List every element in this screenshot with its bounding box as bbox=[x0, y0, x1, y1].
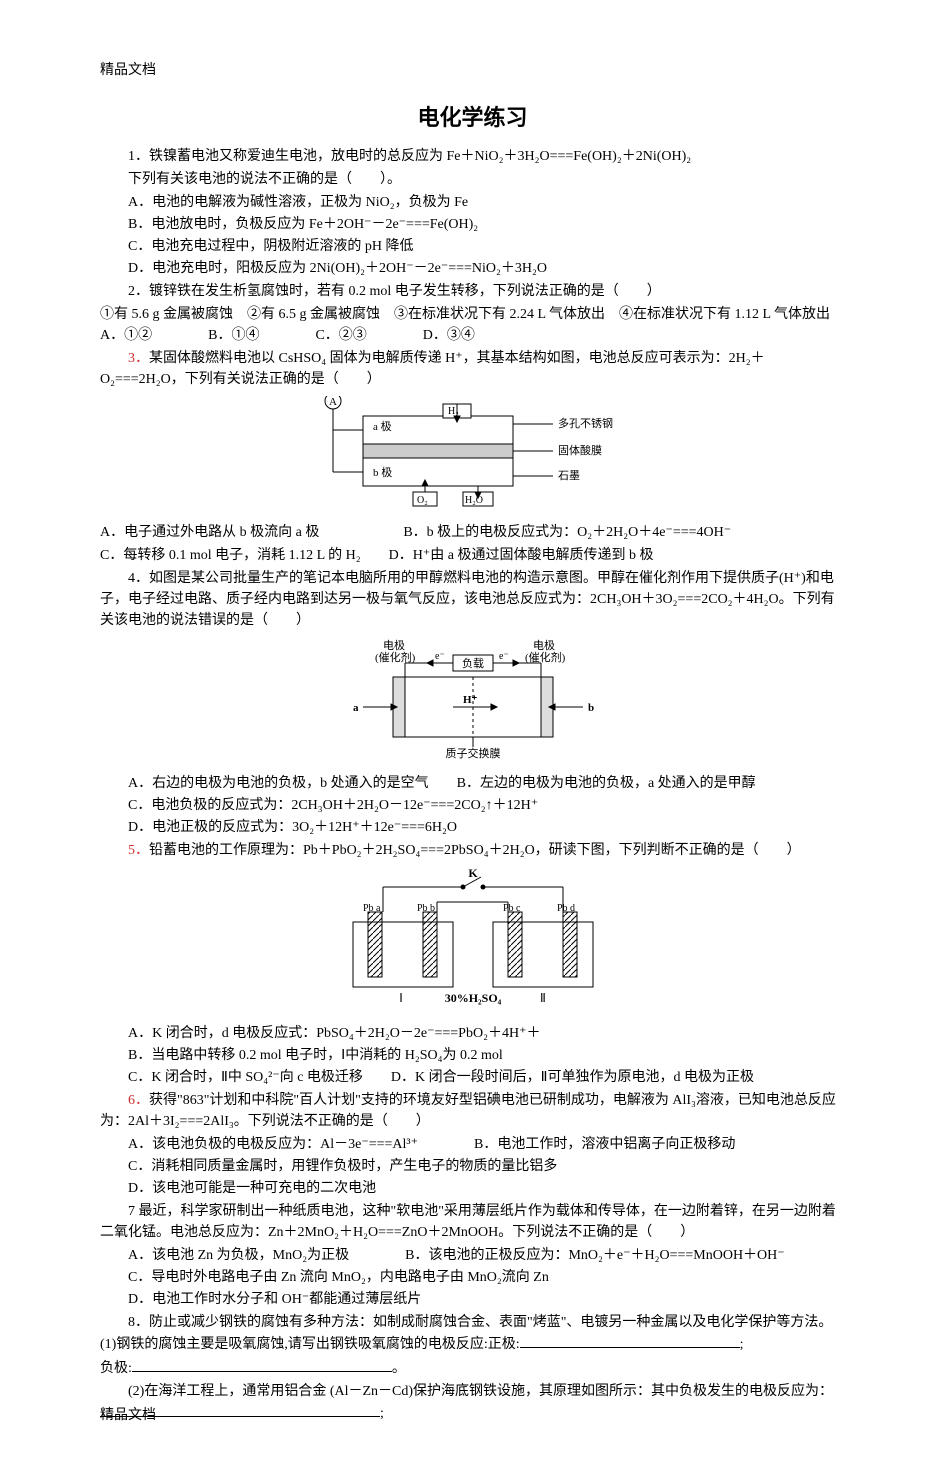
q7-stem: 7 最近，科学家研制出一种纸质电池，这种"软电池"采用薄层纸片作为载体和传导体，… bbox=[100, 1201, 845, 1243]
q3-label-o2: O₂ bbox=[417, 495, 428, 506]
q4-label-e-right: e⁻ bbox=[499, 651, 509, 662]
q3-option-b: B．b 极上的电极反应式为：O₂＋2H₂O＋4e⁻===4OH⁻ bbox=[403, 525, 731, 540]
q1-stem-line1: 1．铁镍蓄电池又称爱迪生电池，放电时的总反应为 Fe＋NiO₂＋3H₂O===F… bbox=[100, 146, 845, 167]
page-footer: 精品文档 bbox=[100, 1405, 156, 1426]
q4-option-ab: A．右边的电极为电池的负极，b 处通入的是空气 B．左边的电极为电池的负极，a … bbox=[100, 773, 845, 794]
q3-option-a: A．电子通过外电路从 b 极流向 a 极 bbox=[100, 525, 319, 540]
q3-label-a-electrode: a 极 bbox=[373, 419, 392, 433]
q3-label-h2: H₂ bbox=[448, 406, 459, 417]
q4-label-electrode-left: 电极 bbox=[383, 638, 405, 652]
q8-part2-text: (2)在海洋工程上，通常用铝合金 (Al－Zn－Cd)保护海底钢铁设施，其原理如… bbox=[128, 1384, 833, 1399]
q5-label-I: Ⅰ bbox=[399, 991, 403, 1005]
q3-stem-text: 某固体酸燃料电池以 CsHSO₄ 固体为电解质传递 H⁺，其基本结构如图，电池总… bbox=[100, 351, 765, 387]
page-title: 电化学练习 bbox=[100, 101, 845, 134]
q3-label-graphite: 石墨 bbox=[558, 469, 580, 482]
q5-number: 5． bbox=[128, 843, 149, 858]
q3-fuel-cell-diagram: A a 极 b 极 H₂ O₂ H₂O 多孔不锈钢 固体酸膜 石墨 bbox=[303, 396, 643, 516]
q7-option-ab: A．该电池 Zn 为负极，MnO₂为正极 B．该电池的正极反应为：MnO₂＋e⁻… bbox=[100, 1245, 845, 1266]
q4-label-catalyst-left: (催化剂) bbox=[375, 650, 416, 664]
q5-option-b: B．当电路中转移 0.2 mol 电子时，Ⅰ中消耗的 H₂SO₄为 0.2 mo… bbox=[100, 1045, 845, 1066]
q6-stem-text: 获得"863"计划和中科院"百人计划"支持的环境友好型铝碘电池已研制成功，电解液… bbox=[100, 1093, 836, 1129]
q3-label-b-electrode: b 极 bbox=[373, 465, 392, 479]
q1-option-c: C．电池充电过程中，阴极附近溶液的 pH 降低 bbox=[100, 236, 845, 257]
q8-blank-negative[interactable] bbox=[132, 1357, 392, 1372]
q4-label-a: a bbox=[353, 702, 359, 714]
q5-lead-battery-diagram: K Pb a Pb b Pb c Pb d Ⅰ Ⅱ 30%H₂SO₄ bbox=[313, 867, 633, 1017]
q4-methanol-cell-diagram: 电极 (催化剂) 电极 (催化剂) 负载 a b H⁺ e⁻ e⁻ 质子交换膜 bbox=[323, 637, 623, 767]
q3-label-A: A bbox=[329, 396, 337, 408]
q7-option-d: D．电池工作时水分子和 OH⁻都能通过薄层纸片 bbox=[100, 1289, 845, 1310]
q5-label-K: K bbox=[468, 867, 478, 880]
q1-stem-line2: 下列有关该电池的说法不正确的是（ ）。 bbox=[100, 169, 845, 190]
q5-stem-text: 铅蓄电池的工作原理为：Pb＋PbO₂＋2H₂SO₄===2PbSO₄＋2H₂O，… bbox=[149, 843, 801, 858]
q4-label-e-left: e⁻ bbox=[435, 651, 445, 662]
q3-label-steel: 多孔不锈钢 bbox=[558, 416, 613, 430]
q8-blank-positive[interactable] bbox=[520, 1333, 740, 1348]
q3-option-c: C．每转移 0.1 mol 电子，消耗 1.12 L 的 H₂ bbox=[100, 548, 361, 563]
q6-option-ab: A．该电池负极的电极反应为：Al－3e⁻===Al³⁺ B．电池工作时，溶液中铝… bbox=[100, 1134, 845, 1155]
q3-option-d: D．H⁺由 a 极通过固体酸电解质传递到 b 极 bbox=[389, 548, 654, 563]
q8-negative-label: 负极: bbox=[100, 1361, 132, 1376]
q3-options-row1: A．电子通过外电路从 b 极流向 a 极 B．b 极上的电极反应式为：O₂＋2H… bbox=[100, 522, 845, 543]
q6-stem: 6．获得"863"计划和中科院"百人计划"支持的环境友好型铝碘电池已研制成功，电… bbox=[100, 1090, 845, 1132]
q1-option-d: D．电池充电时，阳极反应为 2Ni(OH)₂＋2OH⁻－2e⁻===NiO₂＋3… bbox=[100, 258, 845, 279]
q4-option-d: D．电池正极的反应式为：3O₂＋12H⁺＋12e⁻===6H₂O bbox=[100, 817, 845, 838]
q5-stem: 5．铅蓄电池的工作原理为：Pb＋PbO₂＋2H₂SO₄===2PbSO₄＋2H₂… bbox=[100, 840, 845, 861]
q5-option-cd: C．K 闭合时，Ⅱ中 SO₄²⁻向 c 电极迁移 D．K 闭合一段时间后，Ⅱ可单… bbox=[100, 1067, 845, 1088]
q2-options-line: ①有 5.6 g 金属被腐蚀 ②有 6.5 g 金属被腐蚀 ③在标准状况下有 2… bbox=[100, 304, 845, 346]
q3-stem: 3．某固体酸燃料电池以 CsHSO₄ 固体为电解质传递 H⁺，其基本结构如图，电… bbox=[100, 348, 845, 390]
q6-number: 6． bbox=[128, 1093, 149, 1108]
q4-stem: 4．如图是某公司批量生产的笔记本电脑所用的甲醇燃料电池的构造示意图。甲醇在催化剂… bbox=[100, 568, 845, 631]
q5-option-a: A．K 闭合时，d 电极反应式：PbSO₄＋2H₂O－2e⁻===PbO₂＋4H… bbox=[100, 1023, 845, 1044]
q4-label-b: b bbox=[588, 702, 594, 714]
q1-option-a: A．电池的电解液为碱性溶液，正极为 NiO₂，负极为 Fe bbox=[100, 192, 845, 213]
q5-label-II: Ⅱ bbox=[540, 991, 546, 1005]
q4-label-electrode-right: 电极 bbox=[533, 638, 555, 652]
q5-label-pb-b: Pb b bbox=[417, 903, 435, 914]
q6-option-c: C．消耗相同质量金属时，用锂作负极时，产生电子的物质的量比铝多 bbox=[100, 1156, 845, 1177]
q6-option-d: D．该电池可能是一种可充电的二次电池 bbox=[100, 1178, 845, 1199]
q3-number: 3． bbox=[128, 351, 149, 366]
q5-label-pb-d: Pb d bbox=[557, 903, 575, 914]
q5-label-pb-a: Pb a bbox=[363, 903, 381, 914]
q2-stem: 2．镀锌铁在发生析氢腐蚀时，若有 0.2 mol 电子发生转移，下列说法正确的是… bbox=[100, 281, 845, 302]
page-header: 精品文档 bbox=[100, 60, 845, 81]
q4-label-membrane: 质子交换膜 bbox=[445, 746, 500, 760]
q4-option-c: C．电池负极的反应式为：2CH₃OH＋2H₂O－12e⁻===2CO₂↑＋12H… bbox=[100, 795, 845, 816]
q4-label-catalyst-right: (催化剂) bbox=[525, 650, 566, 664]
q4-label-load: 负载 bbox=[462, 656, 484, 670]
q8-stem: 8．防止或减少钢铁的腐蚀有多种方法：如制成耐腐蚀合金、表面"烤蓝"、电镀另一种金… bbox=[100, 1312, 845, 1355]
q3-options-row2: C．每转移 0.1 mol 电子，消耗 1.12 L 的 H₂ D．H⁺由 a … bbox=[100, 545, 845, 566]
q8-part2: (2)在海洋工程上，通常用铝合金 (Al－Zn－Cd)保护海底钢铁设施，其原理如… bbox=[100, 1381, 845, 1424]
q5-label-solution: 30%H₂SO₄ bbox=[444, 991, 501, 1005]
q3-label-membrane: 固体酸膜 bbox=[558, 443, 602, 457]
q8-negative-line: 负极:。 bbox=[100, 1357, 845, 1379]
q7-option-c: C．导电时外电路电子由 Zn 流向 MnO₂，内电路电子由 MnO₂流向 Zn bbox=[100, 1267, 845, 1288]
q5-label-pb-c: Pb c bbox=[503, 903, 521, 914]
q4-label-hplus: H⁺ bbox=[463, 694, 478, 706]
q3-label-h2o: H₂O bbox=[465, 495, 483, 506]
q1-option-b: B．电池放电时，负极反应为 Fe＋2OH⁻－2e⁻===Fe(OH)₂ bbox=[100, 214, 845, 235]
